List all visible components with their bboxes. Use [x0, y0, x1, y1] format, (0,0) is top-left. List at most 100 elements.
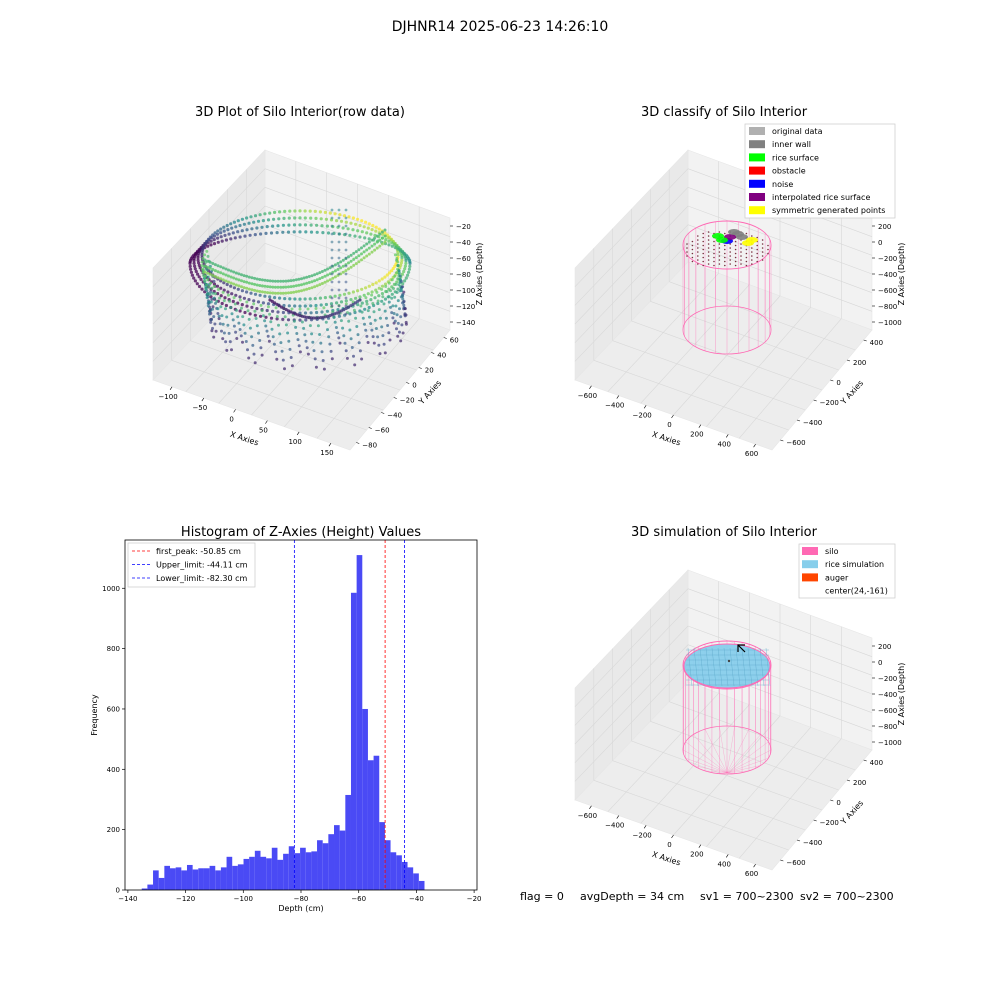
sim-y-tick-label: −400	[803, 839, 822, 847]
raw-point	[264, 324, 268, 328]
histogram-x-tick-label: −40	[409, 895, 424, 903]
classify-legend-swatch	[749, 127, 765, 135]
raw-point	[357, 260, 361, 264]
classify-legend-label: noise	[772, 180, 793, 189]
classify-point	[707, 255, 710, 257]
histogram-x-tick-label: −140	[118, 895, 137, 903]
histogram-bar	[288, 846, 295, 890]
sim-rice-mesh-line	[711, 647, 717, 687]
raw-point	[404, 261, 408, 265]
raw-point	[221, 322, 225, 326]
classify-point	[761, 247, 764, 249]
raw-point	[313, 297, 317, 301]
raw-point	[255, 289, 259, 293]
raw-point	[232, 282, 236, 286]
raw-point	[224, 340, 228, 344]
raw-point	[242, 323, 246, 327]
raw-point	[353, 363, 357, 367]
raw-point	[335, 219, 339, 223]
histogram-title: Histogram of Z-Axies (Height) Values	[181, 525, 421, 540]
raw-point	[306, 352, 310, 356]
raw-point	[221, 290, 225, 294]
raw-point	[328, 342, 332, 346]
classify-y-tick-label: −400	[803, 419, 822, 427]
classify-point	[761, 259, 764, 261]
raw-point	[400, 289, 404, 293]
raw-point	[396, 299, 400, 303]
raw-point	[292, 230, 296, 234]
raw-point	[228, 299, 232, 303]
raw-point	[250, 335, 254, 339]
raw-point	[275, 315, 279, 318]
raw-point	[322, 367, 326, 371]
raw-point	[224, 273, 228, 277]
raw-point	[197, 284, 202, 289]
classify-x-tick	[671, 414, 674, 419]
classify-plot-title: 3D classify of Silo Interior	[641, 105, 808, 120]
raw-point	[203, 253, 207, 257]
sim-legend-label: silo	[825, 547, 839, 556]
raw-point	[192, 259, 196, 263]
raw-point	[395, 291, 399, 294]
raw-point	[370, 228, 374, 232]
raw-point	[367, 284, 371, 288]
raw-point	[200, 251, 204, 255]
raw-x-tick-label: 50	[259, 427, 268, 435]
classify-x-tick	[725, 434, 729, 438]
raw-point	[263, 278, 267, 282]
classify-point	[740, 251, 742, 253]
raw-point	[387, 300, 391, 304]
raw-point	[248, 326, 252, 330]
raw-point	[298, 216, 302, 220]
raw-point	[381, 295, 385, 299]
raw-point	[281, 358, 285, 362]
sim-z-tick-label: −800	[878, 723, 897, 731]
raw-point	[325, 309, 329, 313]
raw-point	[349, 221, 353, 225]
classify-y-tick	[846, 359, 851, 362]
classify-point	[734, 264, 737, 267]
raw-point	[351, 216, 355, 220]
sim-silo-cone-line	[726, 772, 735, 774]
classify-y-tick-label: −200	[820, 399, 839, 407]
raw-point	[393, 319, 397, 323]
raw-point	[240, 306, 243, 310]
raw-point	[391, 304, 395, 308]
raw-point	[192, 276, 196, 280]
raw-point	[253, 282, 257, 286]
raw-point	[268, 295, 272, 299]
raw-point	[300, 320, 304, 324]
sim-auger-arrow-shaft	[737, 644, 746, 653]
raw-point	[221, 266, 225, 270]
raw-point	[344, 302, 348, 306]
raw-point	[308, 297, 312, 301]
classify-point	[740, 247, 742, 249]
raw-point	[403, 307, 407, 311]
raw-point	[251, 343, 255, 347]
histogram-bar	[141, 888, 148, 890]
raw-point	[292, 284, 296, 288]
raw-point	[214, 329, 218, 333]
histogram-bar	[384, 840, 391, 890]
raw-point	[263, 212, 267, 216]
raw-point	[310, 280, 314, 284]
classify-point	[745, 252, 748, 255]
raw-point	[271, 335, 275, 339]
raw-point	[234, 283, 238, 287]
raw-point	[346, 305, 351, 309]
raw-point	[271, 309, 275, 313]
classify-z-tick-label: −400	[878, 271, 897, 279]
sim-silo-cone-line	[726, 758, 769, 773]
raw-point	[381, 334, 385, 338]
raw-point	[399, 279, 403, 283]
raw-point	[352, 263, 356, 267]
raw-point	[389, 289, 392, 293]
raw-point	[269, 231, 274, 235]
sim-back-grid	[687, 588, 873, 657]
classify-y-tick	[813, 399, 817, 402]
classify-point	[756, 252, 758, 255]
raw-point	[376, 301, 380, 306]
raw-point	[247, 221, 251, 225]
raw-z-tick-label: −140	[456, 319, 475, 327]
raw-point	[281, 279, 285, 283]
